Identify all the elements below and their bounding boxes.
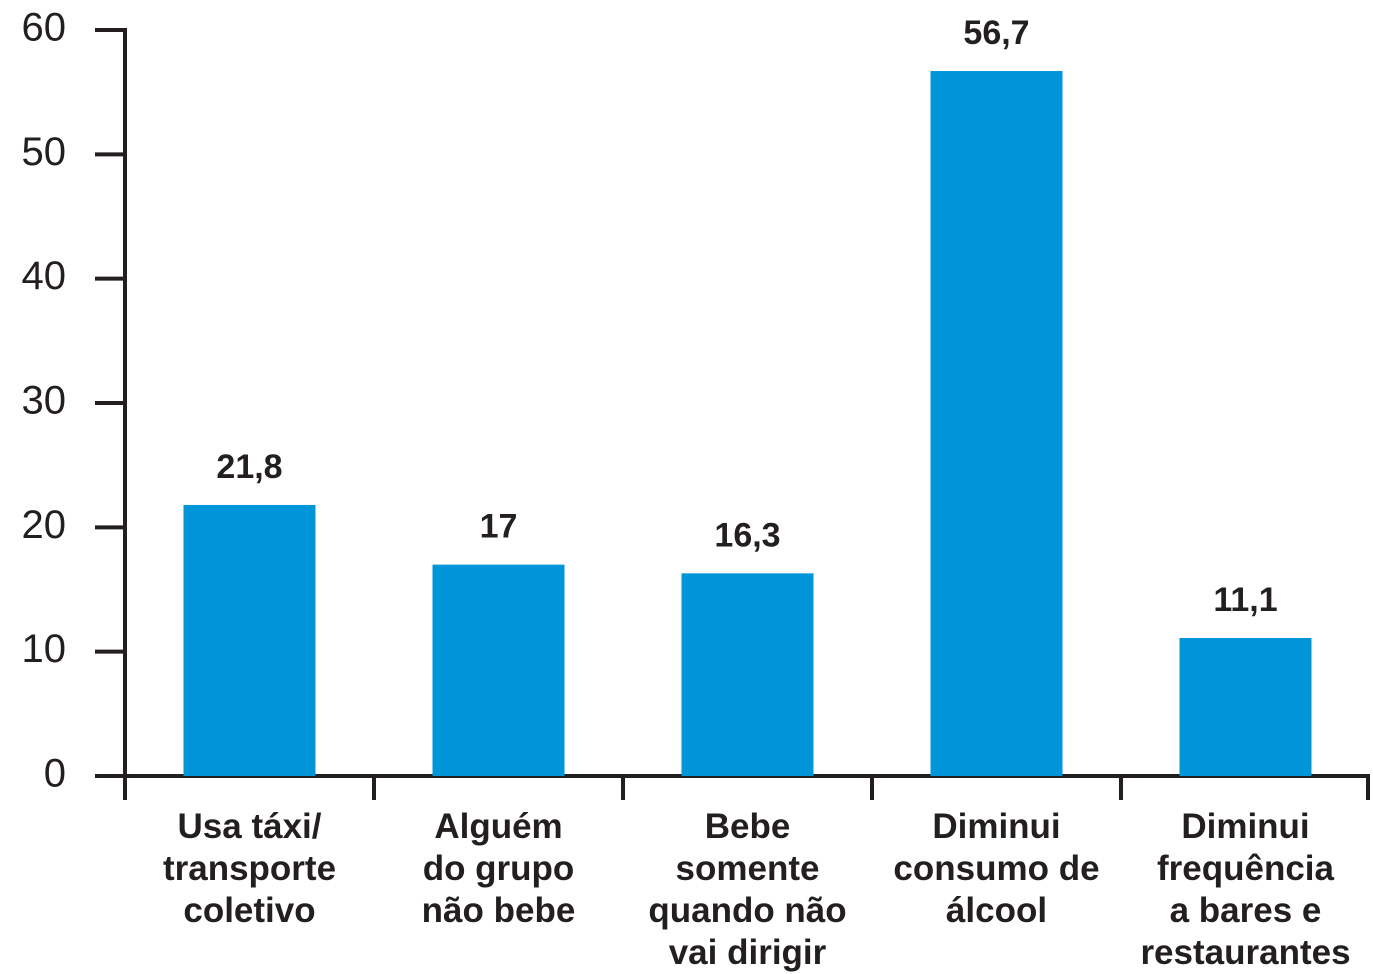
x-tick-label: Usa táxi/ transporte coletivo xyxy=(162,807,337,930)
y-tick-label: 30 xyxy=(22,379,67,423)
bar xyxy=(930,71,1063,776)
value-label: 17 xyxy=(480,508,518,546)
x-tick-label: Diminui frequência a bares e restaurante… xyxy=(1140,807,1351,972)
value-label: 56,7 xyxy=(963,14,1029,52)
bar xyxy=(1179,637,1312,776)
bar xyxy=(432,564,565,776)
value-label: 16,3 xyxy=(714,516,780,554)
bar xyxy=(183,504,316,776)
y-tick-label: 50 xyxy=(22,130,67,174)
x-tick-label: Diminui consumo de álcool xyxy=(893,807,1100,930)
x-tick-label: Alguém do grupo não bebe xyxy=(421,807,576,930)
value-label: 11,1 xyxy=(1213,581,1277,619)
bar xyxy=(681,573,814,776)
y-tick-label: 60 xyxy=(22,6,67,50)
y-tick-label: 40 xyxy=(22,254,67,298)
value-label: 21,8 xyxy=(216,448,282,486)
y-tick-label: 20 xyxy=(22,503,67,547)
y-tick-label: 10 xyxy=(22,627,67,671)
y-tick-label: 0 xyxy=(44,752,66,796)
x-tick-label: Bebe somente quando não vai dirigir xyxy=(648,807,847,972)
